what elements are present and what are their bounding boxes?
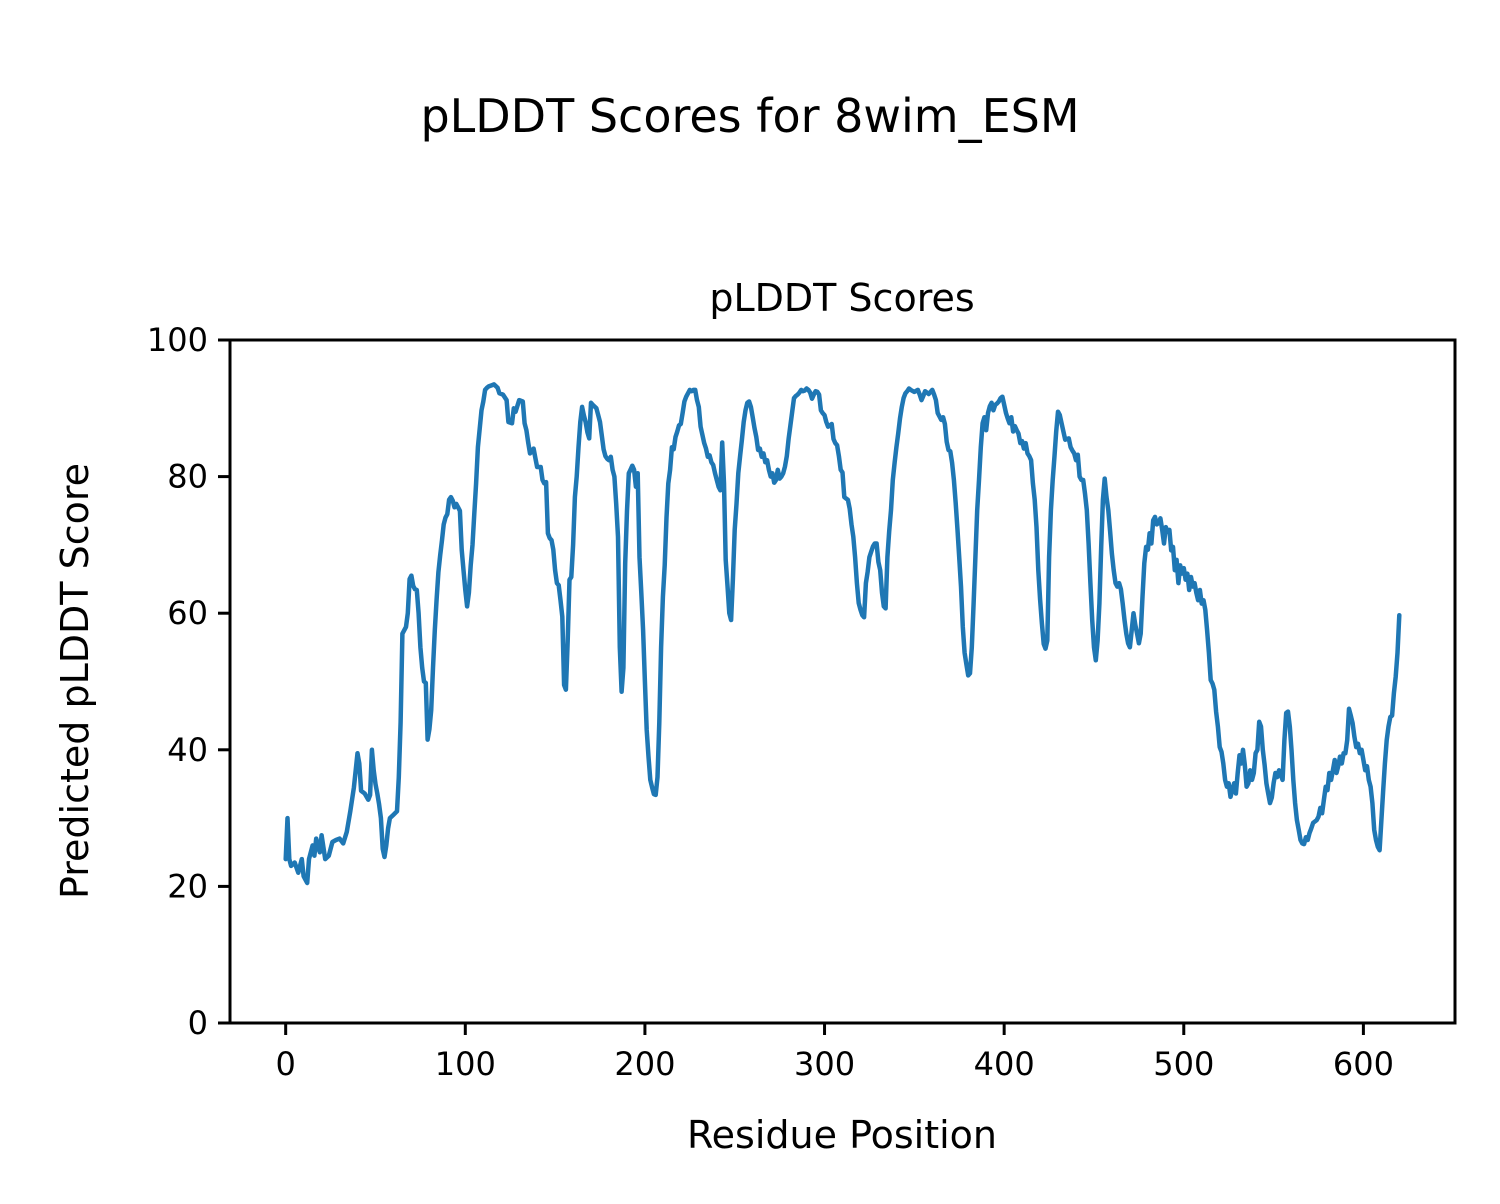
plddt-line — [283, 382, 1402, 886]
x-tick-label: 300 — [794, 1045, 855, 1083]
x-tick-label: 400 — [974, 1045, 1035, 1083]
figure-title: pLDDT Scores for 8wim_ESM — [420, 89, 1079, 143]
x-tick-label: 200 — [614, 1045, 675, 1083]
x-tick-label: 0 — [276, 1045, 296, 1083]
y-tick-label: 40 — [167, 731, 208, 769]
axis-ticks: 0 100 200 300 400 500 600 0 20 40 60 80 100 — [147, 321, 1394, 1083]
axes-title: pLDDT Scores — [709, 276, 974, 320]
plot-frame — [228, 338, 1457, 1025]
x-tick-label: 100 — [435, 1045, 496, 1083]
y-tick-label: 80 — [167, 458, 208, 496]
y-tick-label: 20 — [167, 867, 208, 905]
y-axis-label: Predicted pLDDT Score — [53, 463, 97, 899]
y-tick-label: 100 — [147, 321, 208, 359]
x-tick-label: 500 — [1153, 1045, 1214, 1083]
y-tick-label: 60 — [167, 594, 208, 632]
x-axis-label: Residue Position — [687, 1113, 997, 1157]
x-tick-label: 600 — [1333, 1045, 1394, 1083]
y-tick-label: 0 — [188, 1004, 208, 1042]
